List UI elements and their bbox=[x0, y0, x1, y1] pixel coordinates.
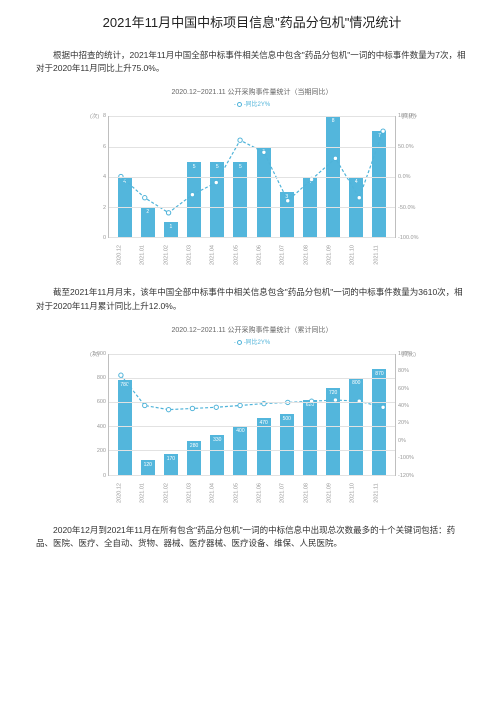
bar-value: 1 bbox=[170, 224, 173, 230]
y-left-tick: 0 bbox=[86, 473, 106, 479]
bar-value: 330 bbox=[213, 437, 221, 443]
bar-value: 720 bbox=[329, 390, 337, 396]
x-label: 2021.07 bbox=[280, 244, 294, 267]
bar-value: 500 bbox=[283, 416, 291, 422]
x-label: 2021.11 bbox=[373, 244, 387, 267]
y-right-tick: 20% bbox=[398, 420, 420, 426]
bar-value: 170 bbox=[167, 456, 175, 462]
bar-value: 7 bbox=[378, 133, 381, 139]
y-left-tick: 1,000 bbox=[86, 351, 106, 357]
x-label: 2021.11 bbox=[373, 481, 387, 504]
y-right-tick: 80% bbox=[398, 368, 420, 374]
y-right-tick: -100.0% bbox=[398, 235, 420, 241]
x-label: 2021.01 bbox=[140, 244, 154, 267]
bar-value: 4 bbox=[309, 179, 312, 185]
x-label: 2021.02 bbox=[163, 244, 177, 267]
bar-value: 400 bbox=[236, 428, 244, 434]
y-left-tick: 2 bbox=[86, 205, 106, 211]
x-label: 2021.06 bbox=[257, 244, 271, 267]
y-right-tick: 0.0% bbox=[398, 174, 420, 180]
bar-value: 870 bbox=[375, 371, 383, 377]
y-left-tick: 4 bbox=[86, 174, 106, 180]
y-right-tick: 40% bbox=[398, 403, 420, 409]
bar-value: 8 bbox=[332, 118, 335, 124]
page-title: 2021年11月中国中标项目信息"药品分包机"情况统计 bbox=[36, 12, 468, 31]
x-label: 2021.01 bbox=[140, 481, 154, 504]
bar-value: 6 bbox=[262, 149, 265, 155]
bar: 330 bbox=[210, 435, 224, 475]
x-label: 2020.12 bbox=[117, 481, 131, 504]
intro-paragraph-3: 2020年12月到2021年11月在所有包含"药品分包机"一词的中标信息中出现总… bbox=[36, 524, 468, 550]
bar: 500 bbox=[280, 414, 294, 475]
x-label: 2021.10 bbox=[350, 481, 364, 504]
y-left-tick: 6 bbox=[86, 144, 106, 150]
chart-1: 2020.12~2021.11 公开采购事件量统计（当期同比） -- 同比2Y%… bbox=[82, 87, 422, 262]
bar-value: 120 bbox=[144, 462, 152, 468]
chart-2-area: (次) (同比) 7801201702803304004705006207208… bbox=[82, 350, 422, 500]
chart-2-title: 2020.12~2021.11 公开采购事件量统计（累计同比） bbox=[82, 325, 422, 335]
intro-paragraph-1: 根据中招查的统计，2021年11月中国全部中标事件相关信息中包含"药品分包机"一… bbox=[36, 49, 468, 75]
x-label: 2021.05 bbox=[233, 481, 247, 504]
bar: 720 bbox=[326, 388, 340, 475]
y-right-tick: -50.0% bbox=[398, 205, 420, 211]
x-label: 2021.10 bbox=[350, 244, 364, 267]
bar: 620 bbox=[303, 400, 317, 475]
y-right-tick: 60% bbox=[398, 386, 420, 392]
x-label: 2020.12 bbox=[117, 244, 131, 267]
bar: 5 bbox=[210, 162, 224, 238]
bar: 5 bbox=[187, 162, 201, 238]
x-label: 2021.09 bbox=[327, 244, 341, 267]
y-right-tick: 0% bbox=[398, 438, 420, 444]
x-label: 2021.07 bbox=[280, 481, 294, 504]
x-label: 2021.03 bbox=[187, 481, 201, 504]
x-label: 2021.08 bbox=[303, 481, 317, 504]
chart-1-legend: -- 同比2Y% bbox=[82, 99, 422, 108]
bar: 120 bbox=[141, 460, 155, 475]
y-left-tick: 0 bbox=[86, 235, 106, 241]
bar: 170 bbox=[164, 454, 178, 475]
y-right-tick: 100.0% bbox=[398, 113, 420, 119]
bar: 5 bbox=[233, 162, 247, 238]
intro-paragraph-2: 截至2021年11月月末，该年中国全部中标事件中相关信息包含"药品分包机"一词的… bbox=[36, 286, 468, 312]
x-label: 2021.09 bbox=[327, 481, 341, 504]
x-label: 2021.08 bbox=[303, 244, 317, 267]
chart-1-area: (次) (同比) 421555634847 2020.122021.012021… bbox=[82, 112, 422, 262]
bar-value: 5 bbox=[239, 164, 242, 170]
y-left-tick: 8 bbox=[86, 113, 106, 119]
bar-value: 2 bbox=[146, 209, 149, 215]
chart-2-legend: -- 同比2Y% bbox=[82, 337, 422, 346]
bar-value: 5 bbox=[216, 164, 219, 170]
y-right-tick: -120% bbox=[398, 473, 420, 479]
chart-1-title: 2020.12~2021.11 公开采购事件量统计（当期同比） bbox=[82, 87, 422, 97]
bar: 3 bbox=[280, 192, 294, 237]
x-label: 2021.05 bbox=[233, 244, 247, 267]
bar-value: 4 bbox=[123, 179, 126, 185]
y-left-tick: 400 bbox=[86, 424, 106, 430]
y-left-tick: 200 bbox=[86, 448, 106, 454]
bar: 780 bbox=[118, 380, 132, 474]
bar: 6 bbox=[257, 147, 271, 238]
bar-value: 800 bbox=[352, 380, 360, 386]
y-right-tick: -100% bbox=[398, 455, 420, 461]
y-left-tick: 600 bbox=[86, 399, 106, 405]
y-right-tick: 50.0% bbox=[398, 144, 420, 150]
bar: 280 bbox=[187, 441, 201, 475]
x-label: 2021.02 bbox=[163, 481, 177, 504]
x-label: 2021.04 bbox=[210, 481, 224, 504]
bar-value: 780 bbox=[120, 382, 128, 388]
chart-2: 2020.12~2021.11 公开采购事件量统计（累计同比） -- 同比2Y%… bbox=[82, 325, 422, 500]
x-label: 2021.06 bbox=[257, 481, 271, 504]
y-right-tick: 100% bbox=[398, 351, 420, 357]
bar: 2 bbox=[141, 207, 155, 237]
bar-value: 470 bbox=[259, 420, 267, 426]
x-label: 2021.03 bbox=[187, 244, 201, 267]
x-label: 2021.04 bbox=[210, 244, 224, 267]
bar-value: 3 bbox=[285, 194, 288, 200]
bar: 1 bbox=[164, 222, 178, 237]
bar: 870 bbox=[372, 369, 386, 474]
y-left-tick: 800 bbox=[86, 375, 106, 381]
bar-value: 280 bbox=[190, 443, 198, 449]
bar-value: 5 bbox=[193, 164, 196, 170]
bar-value: 4 bbox=[355, 179, 358, 185]
